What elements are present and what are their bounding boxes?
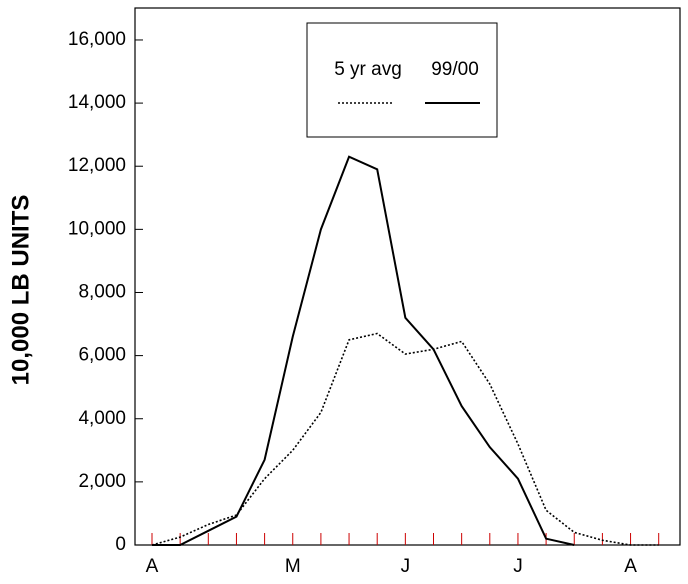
y-tick-label: 0 xyxy=(115,534,126,555)
y-tick-label: 4,000 xyxy=(78,408,126,429)
plot-frame xyxy=(134,7,681,546)
y-tick-label: 2,000 xyxy=(78,471,126,492)
legend-box xyxy=(306,22,498,138)
line-series xyxy=(151,332,659,546)
legend-label: 5 yr avg xyxy=(334,59,402,80)
line-series xyxy=(152,155,575,546)
y-tick-label: 12,000 xyxy=(68,155,126,176)
x-tick-label: J xyxy=(513,556,523,577)
y-tick-label: 8,000 xyxy=(78,281,126,302)
x-tick-label: A xyxy=(146,556,159,577)
legend-label: 99/00 xyxy=(431,59,479,80)
y-tick-label: 16,000 xyxy=(68,29,126,50)
x-tick-label: A xyxy=(624,556,637,577)
x-tick-label: M xyxy=(285,556,301,577)
y-axis-label: 10,000 LB UNITS xyxy=(7,195,34,386)
y-tick-label: 14,000 xyxy=(68,92,126,113)
y-tick-label: 10,000 xyxy=(68,218,126,239)
x-tick-label: J xyxy=(401,556,411,577)
y-tick-label: 6,000 xyxy=(78,345,126,366)
